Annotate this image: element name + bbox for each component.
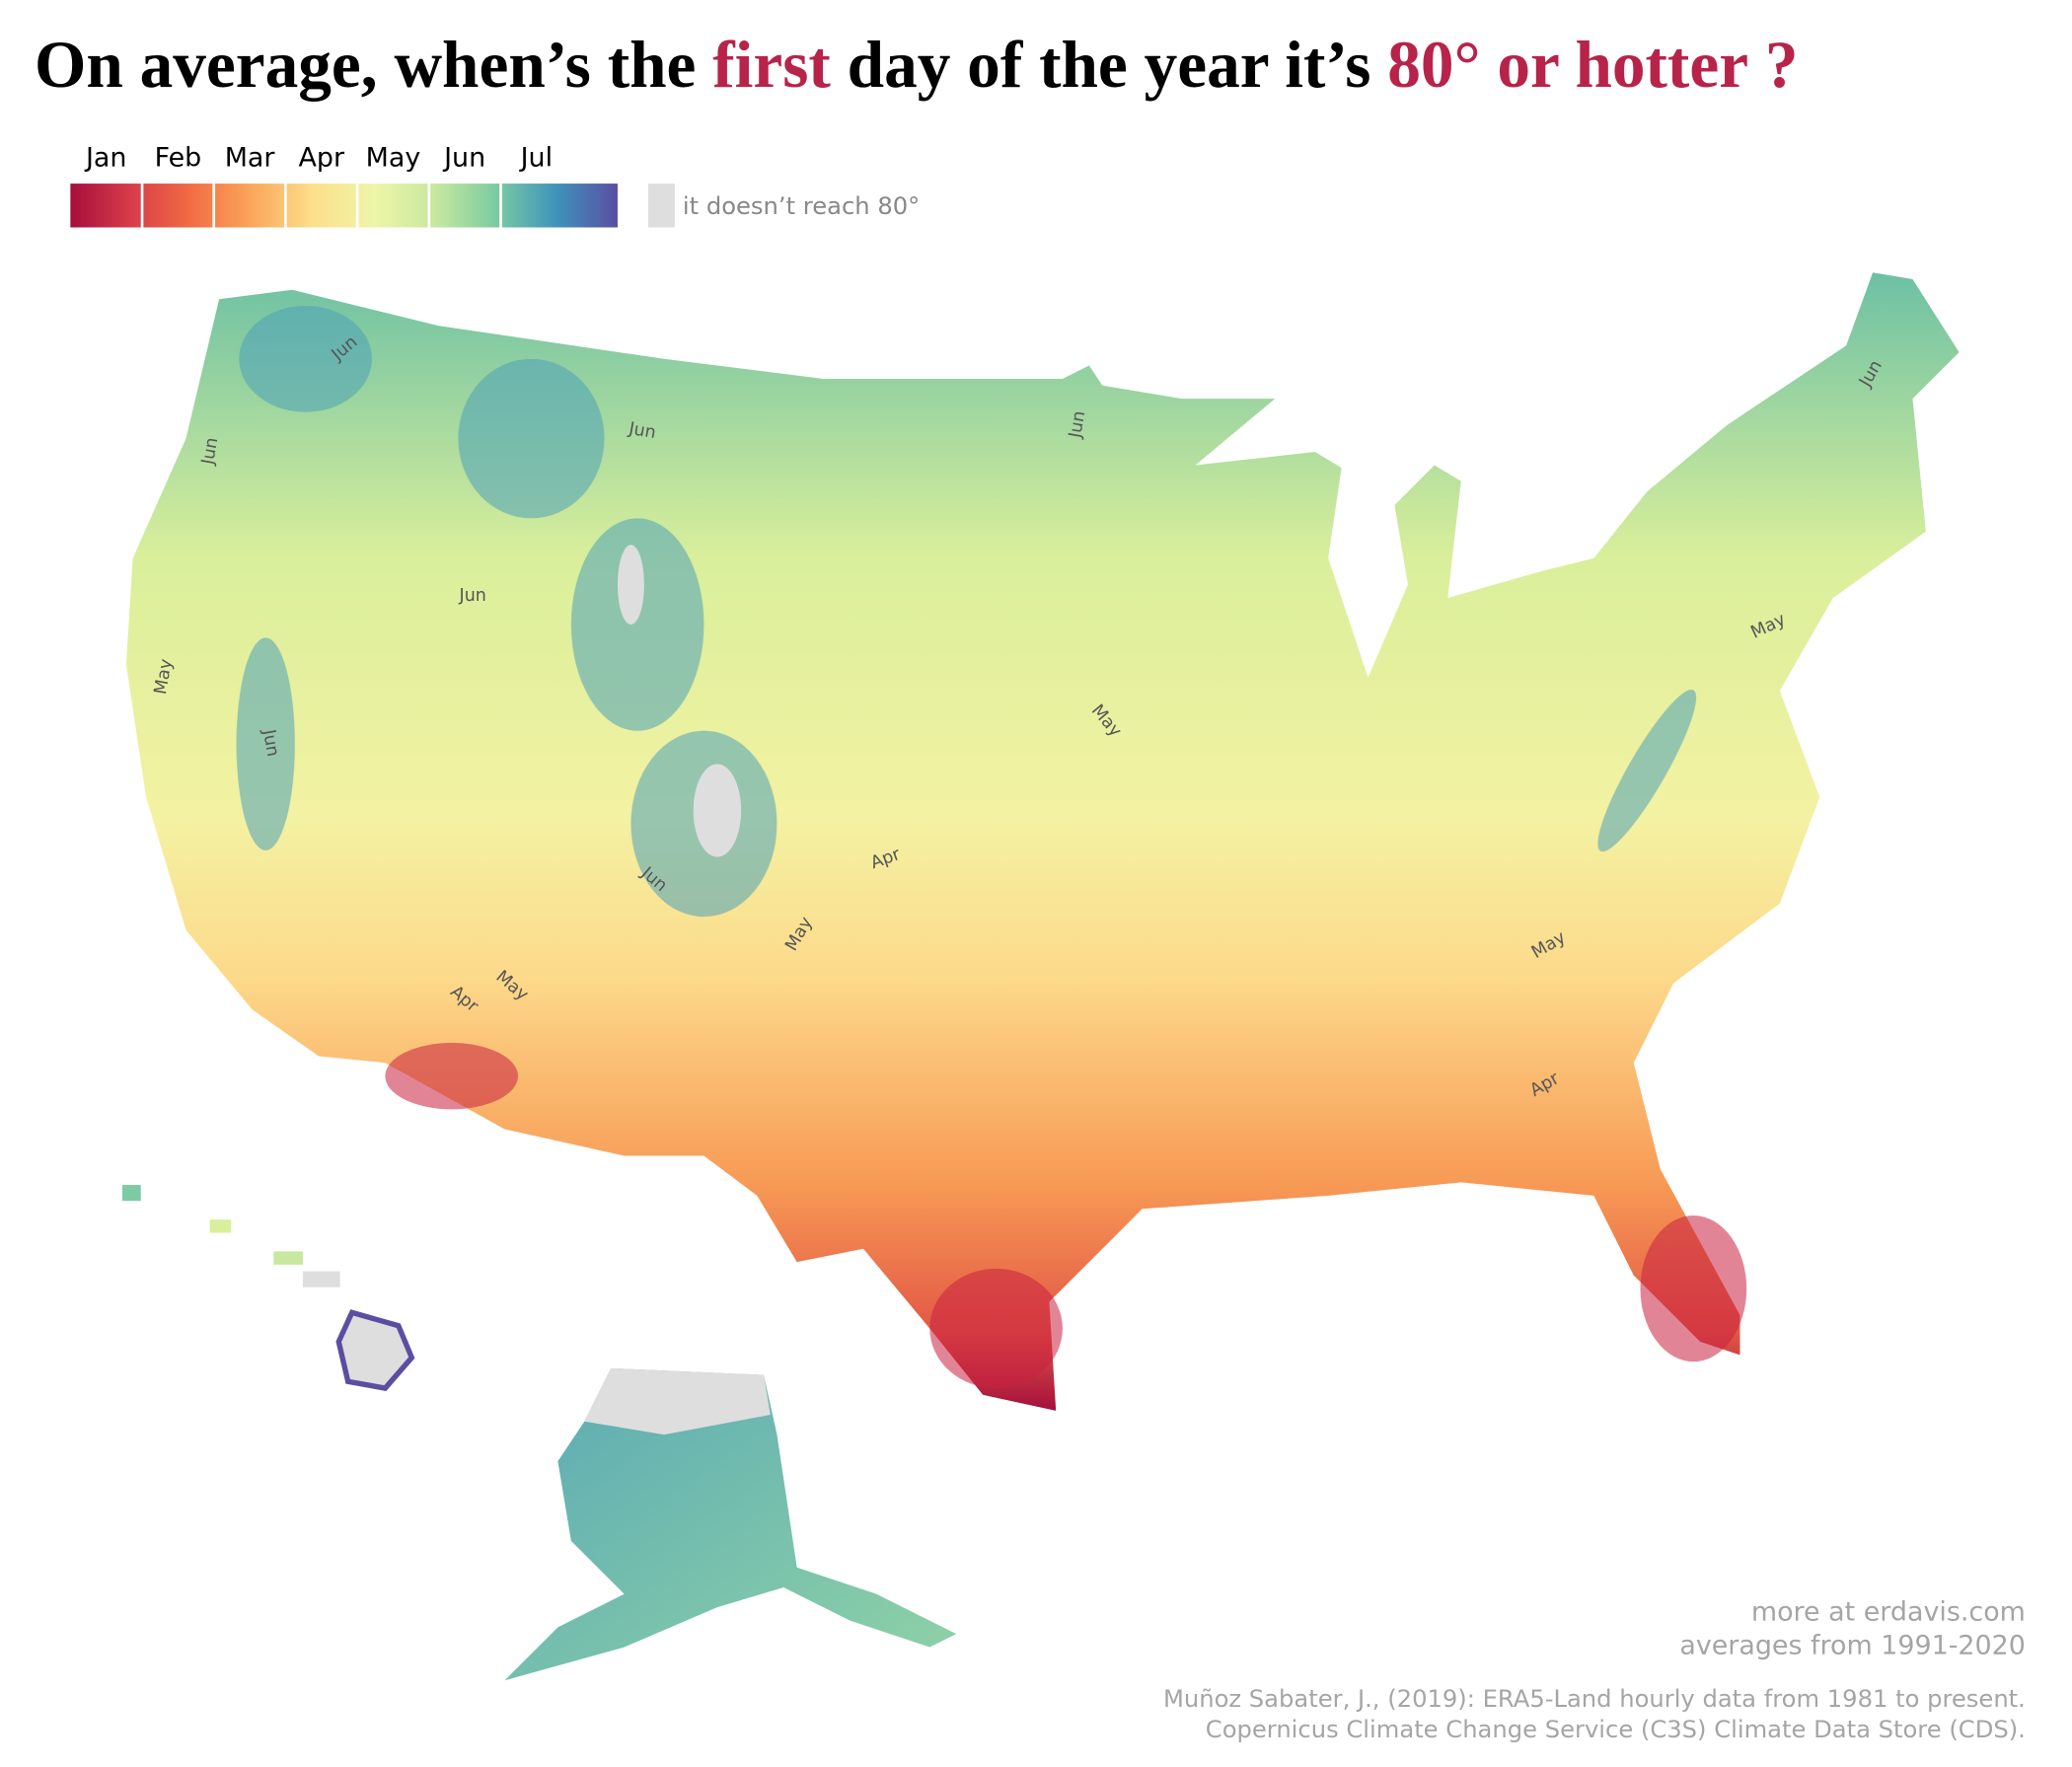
title-part: ? bbox=[1748, 28, 1798, 102]
title-highlight: first bbox=[712, 28, 831, 102]
legend-month: Jan bbox=[84, 143, 126, 174]
legend: Jan Feb Mar Apr May Jun Jul it doesn’t reach 80… bbox=[70, 143, 920, 228]
hawaii bbox=[121, 1185, 415, 1391]
title-highlight: 80° or hotter bbox=[1387, 28, 1748, 102]
legend-month: May bbox=[366, 143, 421, 174]
title-part: day of the year it’s bbox=[831, 28, 1387, 102]
legend-month: Feb bbox=[155, 143, 202, 174]
legend-no-reach-label: it doesn’t reach 80° bbox=[683, 192, 920, 220]
contour-label: Jun bbox=[459, 586, 486, 606]
legend-month: Apr bbox=[298, 143, 344, 174]
legend-scale bbox=[70, 184, 618, 228]
contour-label: Jun bbox=[259, 727, 283, 758]
contour-label: Jun bbox=[198, 436, 223, 467]
no-data-patches bbox=[617, 545, 742, 857]
hot-regions bbox=[385, 1043, 1747, 1389]
title: On average, when’s the first day of the … bbox=[35, 28, 1799, 102]
alaska bbox=[504, 1367, 957, 1681]
credit-period: averages from 1991-2020 bbox=[1679, 1630, 2026, 1660]
title-part: On average, when’s the bbox=[35, 28, 712, 102]
contour-label: Jun bbox=[1066, 409, 1090, 440]
legend-month: Jun bbox=[442, 143, 485, 174]
legend-no-reach-swatch bbox=[647, 184, 675, 228]
credit-site: more at erdavis.com bbox=[1751, 1597, 2026, 1628]
legend-month: Jul bbox=[519, 143, 553, 174]
alaska-no-data bbox=[584, 1367, 771, 1436]
contiguous-us bbox=[125, 272, 1960, 1411]
legend-month: Mar bbox=[225, 143, 276, 174]
credit-source: Copernicus Climate Change Service (C3S) … bbox=[1206, 1716, 2026, 1743]
credit-source: Muñoz Sabater, J., (2019): ERA5-Land hou… bbox=[1163, 1685, 2026, 1713]
contour-label: Jun bbox=[627, 419, 657, 444]
